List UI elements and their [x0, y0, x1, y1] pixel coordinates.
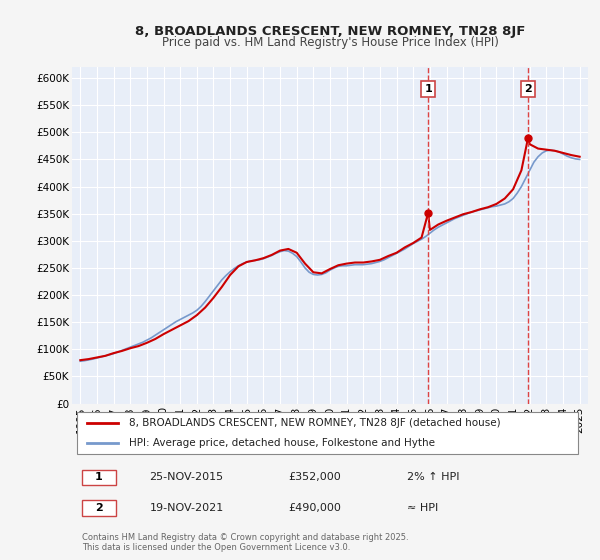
- Text: HPI: Average price, detached house, Folkestone and Hythe: HPI: Average price, detached house, Folk…: [129, 438, 435, 449]
- Text: 19-NOV-2021: 19-NOV-2021: [149, 503, 224, 512]
- FancyBboxPatch shape: [82, 500, 116, 516]
- FancyBboxPatch shape: [82, 469, 116, 486]
- Text: 8, BROADLANDS CRESCENT, NEW ROMNEY, TN28 8JF (detached house): 8, BROADLANDS CRESCENT, NEW ROMNEY, TN28…: [129, 418, 500, 427]
- Text: Price paid vs. HM Land Registry's House Price Index (HPI): Price paid vs. HM Land Registry's House …: [161, 36, 499, 49]
- Text: ≈ HPI: ≈ HPI: [407, 503, 439, 512]
- Text: £352,000: £352,000: [289, 473, 341, 482]
- Text: Contains HM Land Registry data © Crown copyright and database right 2025.
This d: Contains HM Land Registry data © Crown c…: [82, 533, 409, 552]
- FancyBboxPatch shape: [77, 412, 578, 454]
- Text: 1: 1: [424, 84, 432, 94]
- Text: £490,000: £490,000: [289, 503, 341, 512]
- Text: 2: 2: [95, 503, 103, 512]
- Text: 2: 2: [524, 84, 532, 94]
- Text: 2% ↑ HPI: 2% ↑ HPI: [407, 473, 460, 482]
- Text: 1: 1: [95, 473, 103, 482]
- Text: 25-NOV-2015: 25-NOV-2015: [149, 473, 224, 482]
- Text: 8, BROADLANDS CRESCENT, NEW ROMNEY, TN28 8JF: 8, BROADLANDS CRESCENT, NEW ROMNEY, TN28…: [135, 25, 525, 38]
